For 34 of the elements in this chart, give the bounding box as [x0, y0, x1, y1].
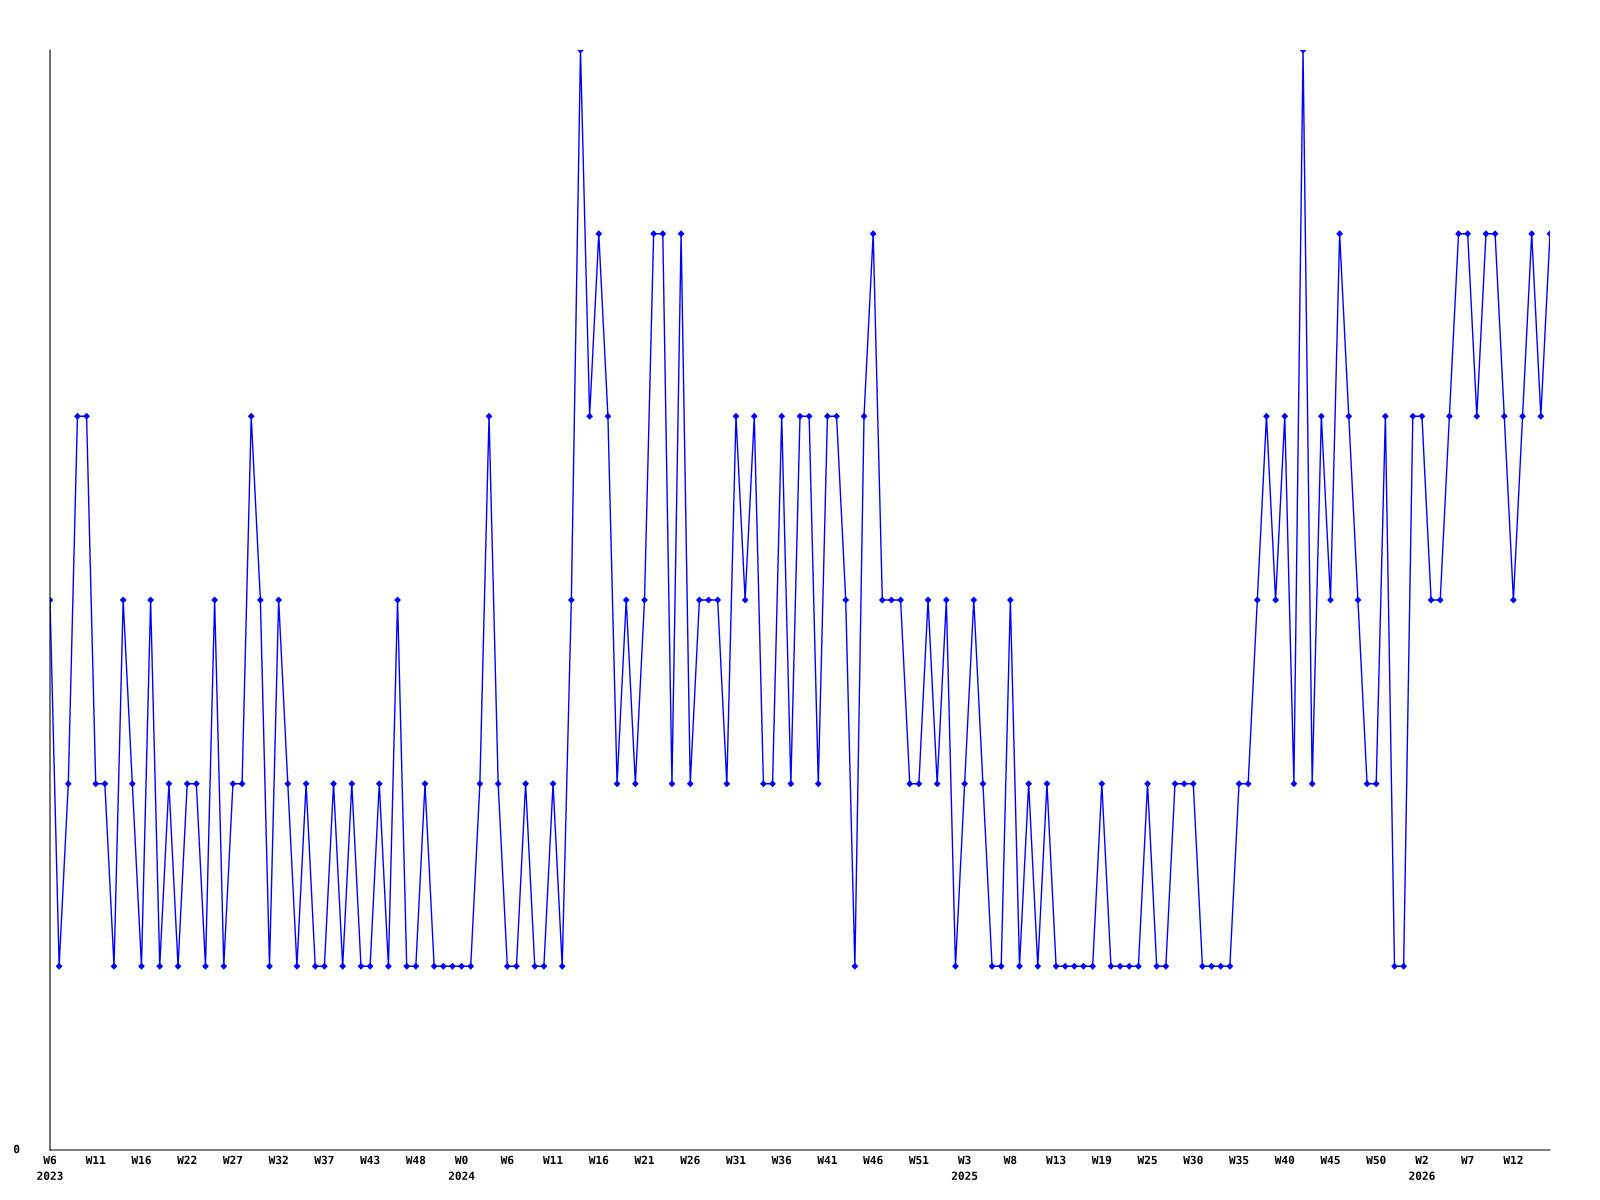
- x-tick-label: W32: [268, 1155, 288, 1165]
- x-tick-label: W6: [500, 1155, 514, 1165]
- x-tick-label: W48: [405, 1155, 426, 1165]
- x-tick-label: W43: [360, 1155, 380, 1165]
- x-tick-label: W8: [1003, 1155, 1017, 1165]
- x-tick-label: W6 2023: [37, 1155, 63, 1180]
- x-tick-label: W0 2024: [448, 1155, 475, 1180]
- x-tick-label: W40: [1274, 1155, 1295, 1165]
- text: 0: [13, 1144, 20, 1154]
- x-tick-label: W22: [177, 1155, 197, 1164]
- x-tick-label: W37: [314, 1155, 334, 1165]
- x-tick-label: W45: [1320, 1155, 1340, 1165]
- x-tick-label: W25: [1137, 1155, 1157, 1165]
- x-tick-label: W7: [1460, 1155, 1474, 1164]
- x-tick-label: W35: [1228, 1155, 1249, 1165]
- x-tick-label: W12: [1503, 1155, 1523, 1164]
- x-tick-label: W11: [85, 1155, 106, 1164]
- x-tick-label: W36: [771, 1155, 792, 1165]
- x-tick-label: W41: [817, 1155, 837, 1164]
- x-tick-label: W19: [1091, 1155, 1112, 1165]
- x-tick-label: W46: [863, 1155, 883, 1165]
- x-tick-label: W30: [1183, 1155, 1203, 1165]
- x-tick-label: W27: [222, 1155, 243, 1164]
- x-tick-label: W11: [543, 1155, 563, 1164]
- x-tick-label: W3 2025: [951, 1155, 978, 1180]
- x-tick-label: W21: [634, 1155, 655, 1164]
- x-tick-label: W31: [725, 1155, 746, 1165]
- x-tick-label: W50: [1366, 1155, 1386, 1165]
- x-tick-label: W13: [1046, 1155, 1066, 1165]
- x-tick-label: W51: [908, 1155, 929, 1165]
- x-tick-label: W26: [680, 1155, 700, 1165]
- x-tick-label: W2 2026: [1409, 1155, 1435, 1180]
- x-tick-label: W16: [588, 1155, 609, 1165]
- x-tick-label: W16: [131, 1155, 151, 1165]
